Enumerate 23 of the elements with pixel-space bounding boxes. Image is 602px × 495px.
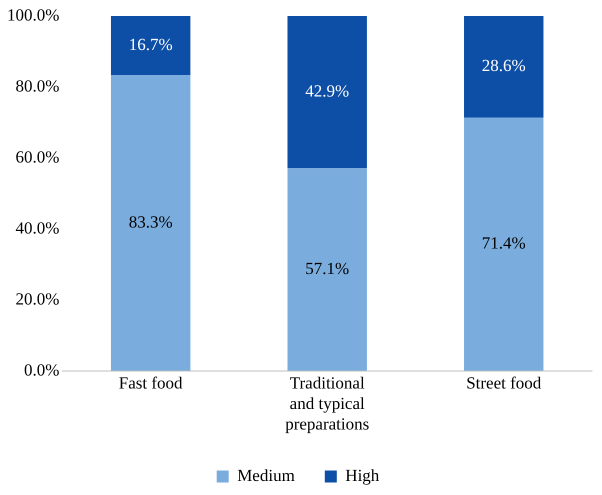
legend-label: High [345, 466, 380, 485]
bar [110, 16, 190, 76]
bar [464, 117, 544, 371]
y-tick-label: 80.0% [15, 76, 60, 96]
x-tick-label: Traditional and typical preparations [285, 373, 370, 434]
x-tick-label: Fast food [118, 373, 184, 392]
bar [110, 75, 190, 371]
legend-label: Medium [237, 466, 295, 485]
data-label: 83.3% [128, 212, 173, 232]
data-label: 71.4% [482, 234, 526, 253]
y-tick-label: 60.0% [15, 147, 60, 166]
bar [287, 168, 367, 371]
bar [287, 16, 367, 168]
y-tick-label: 0.0% [24, 360, 60, 380]
y-tick-label: 20.0% [15, 289, 60, 308]
y-tick-label: 100.0% [6, 5, 60, 24]
data-label: 28.6% [482, 56, 526, 76]
x-tick-label: Street food [466, 373, 542, 392]
bar [464, 16, 544, 118]
data-label: 16.7% [128, 35, 173, 54]
data-label: 42.9% [305, 82, 350, 101]
data-label: 57.1% [305, 258, 350, 278]
y-tick-label: 40.0% [15, 218, 60, 238]
